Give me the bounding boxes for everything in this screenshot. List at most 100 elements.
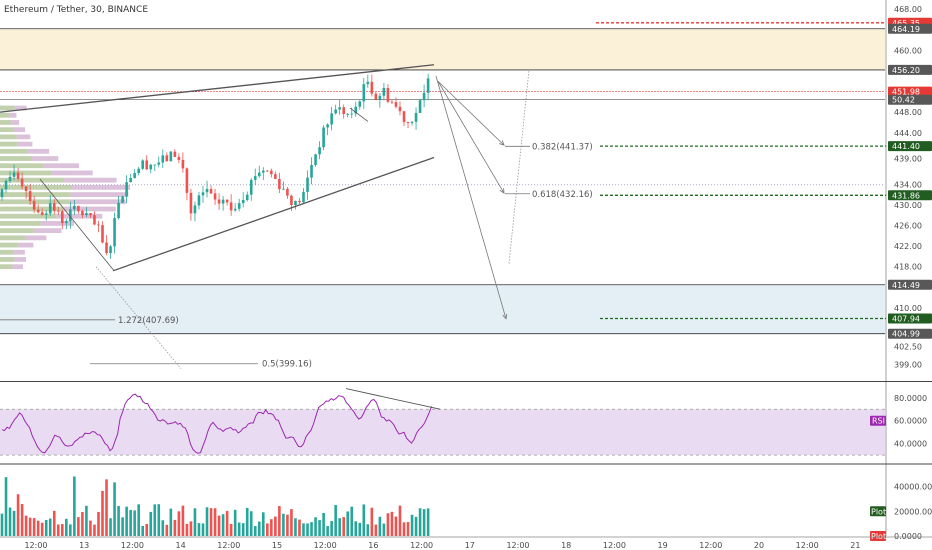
projection-dotted <box>508 69 530 264</box>
time-tick-label: 12:00 <box>217 541 240 550</box>
candle-body <box>40 212 44 215</box>
candle-body <box>406 121 410 123</box>
time-tick-label: 12:00 <box>121 541 144 550</box>
candle-body <box>290 195 293 206</box>
volume-bar <box>97 511 100 536</box>
volume-bar <box>410 514 414 536</box>
candle-body <box>394 102 398 107</box>
candle-body <box>145 160 149 170</box>
candle-body <box>298 200 301 203</box>
candle-body <box>314 154 317 166</box>
price-badge <box>888 328 932 339</box>
volume-profile-bar-up <box>0 163 44 169</box>
candle-body <box>330 113 333 125</box>
volume-bar <box>354 521 358 536</box>
fib-label: 1.272(407.69) <box>118 316 179 326</box>
candle-body <box>121 196 124 203</box>
candle-body <box>257 172 261 177</box>
candle-body <box>173 151 177 157</box>
volume-bar <box>426 508 430 536</box>
volume-bar <box>117 505 120 536</box>
volume-profile-bar-down <box>10 120 20 125</box>
volume-bar <box>233 509 237 536</box>
volume-profile-bar-down <box>9 112 17 118</box>
candle-body <box>93 215 96 225</box>
candle-body <box>241 199 245 204</box>
volume-bar <box>418 508 422 536</box>
candle-body <box>382 87 386 96</box>
candle-body <box>217 199 221 204</box>
candle-body <box>233 208 237 211</box>
candle-body <box>77 205 80 212</box>
volume-bar <box>8 507 12 536</box>
volume-bar <box>241 523 245 536</box>
volume-bar <box>105 479 108 536</box>
volume-bar <box>56 524 60 536</box>
volume-bar <box>422 509 426 536</box>
volume-profile-bar-down <box>32 156 59 161</box>
rsi-line <box>1 393 433 454</box>
candle-body <box>201 192 205 196</box>
volume-profile-bar-up <box>0 148 28 154</box>
candle-body <box>113 218 116 247</box>
candle-body <box>0 189 4 198</box>
volume-badge <box>870 531 886 541</box>
volume-bar <box>302 523 305 536</box>
volume-profile-bar-up <box>0 257 15 262</box>
volume-bar <box>93 524 96 536</box>
volume-profile-bar-up <box>0 264 13 270</box>
rsi-badge <box>870 415 886 426</box>
supply-zone <box>0 28 885 70</box>
volume-profile-bar-down <box>14 257 27 262</box>
candle-body <box>326 124 329 128</box>
volume-bar <box>137 504 140 536</box>
volume-bar <box>149 511 153 536</box>
candle-body <box>129 177 132 183</box>
volume-profile-bar-down <box>17 141 33 147</box>
volume-bar <box>366 524 370 536</box>
candle-body <box>422 92 426 101</box>
volume-bar <box>48 518 52 536</box>
volume-bar <box>4 477 8 536</box>
candle-body <box>386 87 390 102</box>
volume-bar <box>398 505 402 536</box>
candle-body <box>149 164 153 170</box>
candle-body <box>366 81 370 85</box>
volume-profile-bar-up <box>0 235 26 241</box>
candle-body <box>48 203 52 214</box>
volume-bar <box>73 476 76 536</box>
price-badge <box>888 279 932 290</box>
volume-bar <box>193 508 197 536</box>
volume-bar <box>189 521 193 536</box>
volume-bar <box>65 518 68 536</box>
time-tick-label: 12:00 <box>24 541 47 550</box>
volume-profile-bar-up <box>0 120 11 125</box>
candle-body <box>20 178 24 187</box>
volume-profile-bar-down <box>13 249 25 255</box>
volume-bar <box>113 482 116 536</box>
volume-bar <box>370 507 374 536</box>
volume-bar <box>334 505 337 536</box>
volume-bar <box>229 523 233 536</box>
volume-profile-bar-down <box>71 184 131 190</box>
price-tick-label: 434.00 <box>894 180 922 189</box>
time-tick-label: 12:00 <box>410 541 433 550</box>
candle-body <box>61 211 64 224</box>
time-tick-label: 19 <box>658 541 668 550</box>
candle-body <box>181 159 185 169</box>
candle-body <box>65 221 68 224</box>
volume-bar <box>262 512 265 536</box>
price-badge-label: 441.40 <box>892 142 920 151</box>
price-badge <box>888 64 932 75</box>
volume-profile-bar-up <box>0 105 15 111</box>
price-badge <box>888 23 932 34</box>
candle-body <box>338 107 341 110</box>
volume-bar <box>282 513 285 536</box>
candle-body <box>318 147 321 155</box>
volume-bar <box>0 513 4 536</box>
projection-arrow-2-head <box>499 188 505 194</box>
candle-body <box>36 209 40 213</box>
volume-bar <box>374 524 378 536</box>
volume-profile-bar-up <box>0 206 64 212</box>
